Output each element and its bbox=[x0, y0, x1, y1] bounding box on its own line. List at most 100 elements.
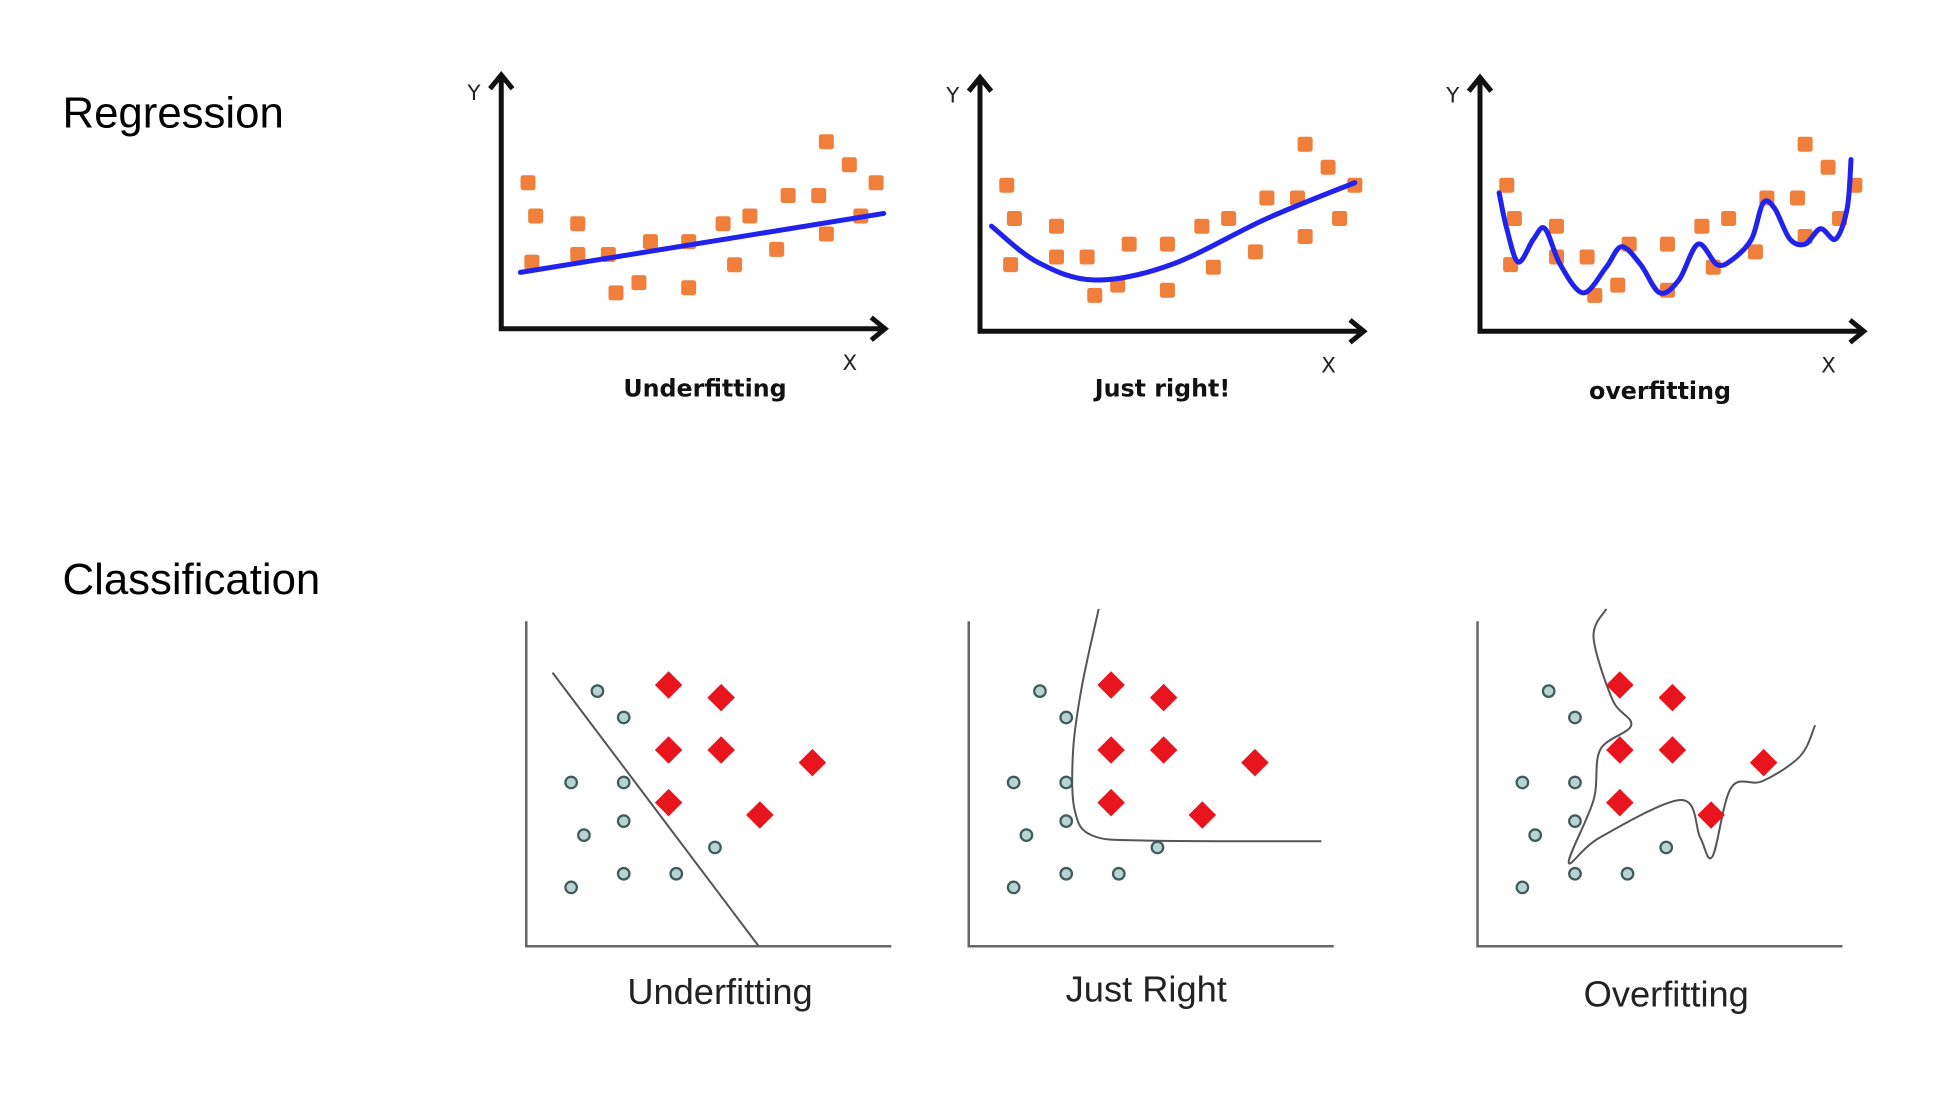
fit-curve bbox=[1496, 157, 1854, 296]
class-b-point bbox=[1097, 788, 1125, 817]
data-point bbox=[528, 208, 544, 224]
data-point bbox=[1694, 218, 1710, 234]
data-point bbox=[1049, 249, 1064, 265]
regression-caption-overfitting: overfitting bbox=[1589, 377, 1731, 405]
class-b-point bbox=[654, 671, 683, 699]
data-point bbox=[999, 177, 1015, 193]
decision-boundary bbox=[1567, 608, 1817, 865]
class-a-point bbox=[1019, 828, 1034, 842]
data-point bbox=[1332, 211, 1348, 226]
fit-curve bbox=[988, 180, 1358, 283]
axes bbox=[1477, 81, 1862, 334]
data-point bbox=[1247, 244, 1263, 260]
classification-caption-overfitting: Overfitting bbox=[1584, 973, 1749, 1014]
data-point bbox=[1659, 236, 1675, 252]
fit-curve bbox=[517, 210, 887, 275]
data-point bbox=[818, 134, 834, 150]
class-b-point bbox=[1149, 736, 1178, 764]
class-b-point bbox=[1697, 801, 1725, 829]
class-a-point bbox=[1568, 775, 1582, 790]
class-b-point bbox=[1658, 683, 1687, 712]
classification-caption-underfitting: Underfitting bbox=[627, 971, 812, 1012]
class-b-point bbox=[707, 683, 735, 712]
data-point bbox=[811, 188, 827, 203]
data-point bbox=[715, 216, 731, 232]
data-point bbox=[1003, 257, 1019, 273]
data-point bbox=[1549, 218, 1564, 234]
class-b-point bbox=[654, 788, 683, 817]
data-point bbox=[1506, 211, 1522, 226]
class-a-point bbox=[1111, 866, 1126, 881]
data-point bbox=[1797, 136, 1813, 152]
data-point bbox=[1820, 159, 1836, 175]
data-point bbox=[570, 246, 586, 262]
class-a-point bbox=[1033, 684, 1047, 699]
data-point bbox=[570, 216, 586, 232]
class-b-point bbox=[1606, 671, 1634, 699]
data-point bbox=[1221, 211, 1237, 226]
data-point bbox=[1297, 228, 1313, 244]
class-a-point bbox=[1541, 684, 1556, 699]
data-point bbox=[520, 175, 536, 191]
class-a-point bbox=[1059, 866, 1074, 881]
class-a-point bbox=[1659, 840, 1674, 855]
classification-plot-overfitting bbox=[1476, 608, 1843, 948]
data-point bbox=[1499, 177, 1515, 193]
class-b-point bbox=[1606, 736, 1634, 764]
axes bbox=[967, 621, 1334, 948]
axes bbox=[525, 621, 892, 948]
class-a-point bbox=[616, 814, 631, 829]
class-a-point bbox=[1568, 814, 1582, 829]
data-point bbox=[1006, 211, 1022, 226]
data-point bbox=[1159, 236, 1175, 252]
data-point bbox=[727, 257, 743, 273]
data-point bbox=[1610, 277, 1626, 293]
data-point bbox=[1159, 282, 1175, 298]
data-point bbox=[1194, 218, 1210, 234]
data-point bbox=[1789, 190, 1805, 206]
x-axis-arrow-icon bbox=[1348, 318, 1368, 345]
data-point bbox=[868, 175, 884, 191]
data-point bbox=[524, 254, 540, 270]
class-a-point bbox=[616, 866, 631, 881]
class-a-point bbox=[590, 684, 605, 699]
data-point bbox=[631, 275, 647, 291]
regression-plot-overfitting: YX bbox=[1445, 73, 1868, 379]
class-b-point bbox=[746, 801, 774, 829]
class-a-point bbox=[669, 866, 684, 881]
y-axis-label: Y bbox=[467, 81, 482, 106]
decision-boundary bbox=[551, 671, 760, 947]
class-b-point bbox=[1097, 671, 1125, 699]
axes bbox=[1476, 621, 1843, 948]
axes bbox=[977, 81, 1362, 334]
class-b-point bbox=[1097, 736, 1125, 764]
classification-caption-just-right: Just Right bbox=[1066, 968, 1227, 1009]
data-point bbox=[1320, 159, 1336, 175]
data-point bbox=[608, 285, 624, 301]
data-point bbox=[1121, 236, 1137, 252]
class-b-point bbox=[1749, 748, 1778, 777]
data-point bbox=[769, 241, 785, 257]
x-axis-arrow-icon bbox=[1848, 318, 1868, 345]
classification-plot-underfitting bbox=[525, 621, 892, 948]
data-point bbox=[1087, 287, 1103, 303]
class-a-point bbox=[1059, 814, 1074, 829]
data-point bbox=[1049, 218, 1064, 234]
class-a-point bbox=[1620, 866, 1635, 881]
data-point bbox=[1579, 249, 1595, 265]
class-a-point bbox=[1006, 775, 1021, 790]
class-a-point bbox=[616, 775, 631, 790]
data-point bbox=[742, 208, 758, 224]
class-b-point bbox=[1658, 736, 1687, 764]
class-a-point bbox=[1150, 840, 1165, 855]
data-point bbox=[841, 157, 857, 173]
regression-title: Regression bbox=[63, 89, 284, 138]
data-point bbox=[780, 188, 796, 203]
class-a-point bbox=[616, 710, 631, 725]
class-b-point bbox=[1241, 748, 1269, 777]
class-a-point bbox=[564, 880, 579, 895]
y-axis-arrow-icon bbox=[1466, 73, 1494, 93]
class-b-point bbox=[1149, 683, 1178, 712]
y-axis-label: Y bbox=[1445, 84, 1460, 109]
